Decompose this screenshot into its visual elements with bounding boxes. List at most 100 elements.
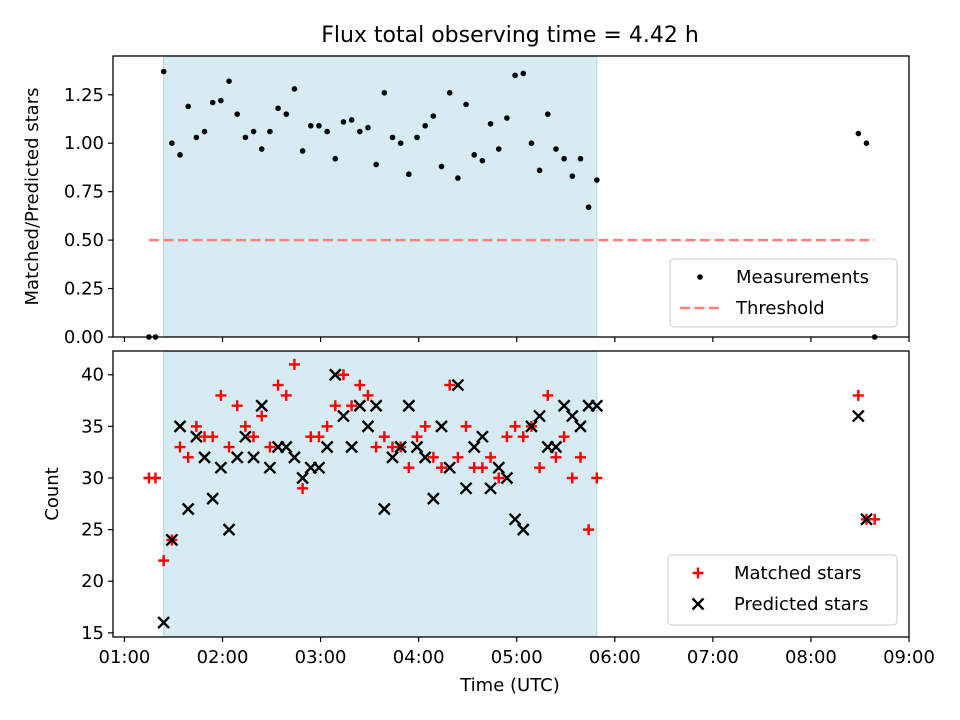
data-point: [332, 155, 339, 162]
data-point: [476, 462, 488, 474]
legends-layer: Measurements Threshold Matched stars Predic…: [667, 258, 898, 626]
data-point: [378, 431, 390, 443]
data-point: [446, 90, 453, 96]
data-point: [569, 173, 576, 179]
data-point: [346, 400, 358, 412]
data-point: [444, 379, 456, 391]
data-point: [337, 409, 350, 423]
bottom-y-tick-label: 15: [81, 623, 104, 644]
data-point: [594, 177, 600, 183]
x-tick-label: 03:00: [295, 647, 347, 668]
data-point: [169, 140, 175, 147]
data-point: [279, 440, 293, 454]
data-point: [427, 451, 439, 463]
data-point: [357, 128, 363, 135]
x-tick-label: 05:00: [491, 647, 543, 668]
data-point: [296, 471, 309, 485]
top-y-tick-label: 0.25: [64, 279, 104, 300]
data-point: [209, 99, 216, 106]
data-point: [534, 462, 546, 474]
top-y-axis-label: Matched/Predicted stars: [22, 88, 43, 306]
data-point: [242, 134, 249, 141]
bottom-series-predicted-stars: [157, 368, 873, 629]
data-point: [452, 451, 464, 463]
data-point: [851, 409, 865, 423]
data-point: [855, 130, 862, 137]
data-point: [508, 512, 522, 526]
x-tick-label: 02:00: [197, 647, 249, 668]
bottom-legend-box: [667, 554, 898, 626]
axes-layer: 0.00 0.25 0.50 0.75 1.00 1.25 Matched/Predicte…: [22, 55, 935, 668]
data-point: [386, 450, 399, 464]
data-point: [291, 86, 298, 92]
data-point: [348, 117, 355, 123]
data-point: [577, 155, 584, 162]
data-point: [410, 440, 424, 454]
data-point: [528, 140, 535, 147]
data-point: [354, 379, 366, 391]
data-point: [218, 97, 224, 104]
bottom-axes-frame: [112, 350, 910, 638]
data-point: [182, 451, 194, 463]
data-point: [185, 103, 191, 110]
data-point: [250, 128, 257, 135]
data-point: [248, 431, 260, 443]
data-point: [525, 420, 538, 433]
data-point: [312, 461, 326, 475]
data-point: [149, 472, 161, 484]
data-point: [193, 134, 200, 141]
data-point: [288, 450, 301, 464]
x-tick-label: 01:00: [99, 647, 151, 668]
bottom-y-tick-label: 25: [81, 520, 104, 541]
data-point: [550, 451, 562, 463]
data-point: [328, 368, 342, 382]
data-point: [590, 399, 604, 413]
data-point: [504, 115, 510, 121]
legend-label: Matched stars: [734, 563, 861, 584]
data-point: [544, 111, 551, 117]
data-point: [283, 111, 290, 117]
bottom-y-tick-label: 35: [81, 416, 104, 437]
data-point: [471, 152, 478, 158]
data-point: [860, 512, 873, 526]
data-point: [542, 389, 554, 401]
data-point: [239, 430, 252, 444]
data-point: [223, 441, 235, 453]
legend-label: Threshold: [735, 298, 825, 319]
top-series-measurements: [146, 68, 878, 340]
data-point: [463, 101, 469, 108]
data-point: [181, 502, 195, 516]
data-point: [585, 204, 592, 210]
top-observing-span: [163, 55, 598, 338]
data-point: [190, 430, 203, 444]
top-y-tick-label: 0.75: [64, 182, 104, 203]
data-point: [230, 450, 244, 464]
data-point: [553, 146, 559, 152]
top-y-tick-label: 1.25: [64, 85, 104, 106]
data-point: [500, 471, 514, 485]
data-point: [517, 431, 529, 443]
data-point: [484, 481, 497, 495]
data-point: [397, 140, 404, 147]
data-point: [869, 513, 881, 525]
chart-title: Flux total observing time = 4.42 h: [321, 23, 699, 48]
data-point: [214, 461, 228, 475]
data-point: [520, 70, 527, 77]
data-point: [565, 409, 579, 423]
legend-marker-swatch: [692, 567, 704, 579]
top-y-tick-label: 1.00: [64, 133, 104, 154]
data-point: [321, 420, 333, 432]
top-axes-frame: [112, 55, 910, 338]
data-point: [256, 410, 268, 422]
data-point: [485, 451, 497, 463]
data-point: [231, 400, 243, 412]
data-point: [558, 431, 570, 443]
data-point: [198, 450, 211, 464]
data-point: [297, 482, 309, 494]
data-point: [418, 450, 432, 464]
data-point: [157, 616, 171, 629]
data-point: [492, 461, 506, 475]
data-point: [275, 105, 281, 112]
data-point: [403, 462, 415, 474]
data-point: [324, 128, 330, 135]
